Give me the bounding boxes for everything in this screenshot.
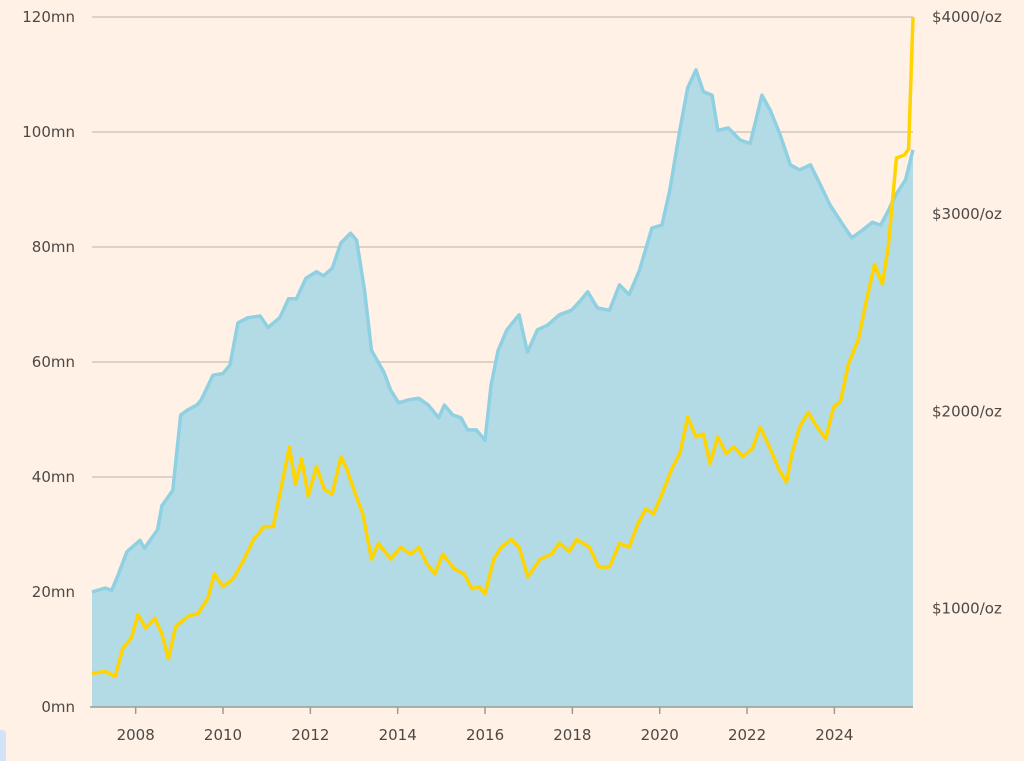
x-tick-label: 2024 (815, 726, 853, 744)
left-tick-label: 40mn (32, 468, 75, 486)
left-tick-label: 20mn (32, 583, 75, 601)
x-tick-label: 2014 (379, 726, 417, 744)
left-tick-label: 80mn (32, 238, 75, 256)
x-tick-label: 2016 (466, 726, 504, 744)
right-tick-label: $1000/oz (932, 599, 1002, 617)
axes: 0mn 20mn 40mn 60mn 80mn 100mn 120mn $1000/oz $20… (22, 8, 1002, 744)
area-series-outline (91, 68, 915, 594)
left-tick-label: 100mn (22, 123, 75, 141)
x-tick-label: 2018 (553, 726, 591, 744)
left-tick-label: 120mn (22, 8, 75, 26)
left-tick-label: 0mn (41, 698, 75, 716)
x-tick-label: 2008 (117, 726, 155, 744)
x-tick-label: 2012 (291, 726, 329, 744)
left-tick-label: 60mn (32, 353, 75, 371)
x-tick-label: 2022 (728, 726, 766, 744)
x-tick-label: 2010 (204, 726, 242, 744)
gold-price-line (91, 16, 915, 679)
corner-decoration (0, 730, 6, 761)
right-tick-label: $3000/oz (932, 205, 1002, 223)
right-tick-label: $2000/oz (932, 402, 1002, 420)
area-series (92, 69, 913, 707)
right-tick-label: $4000/oz (932, 8, 1002, 26)
x-tick-label: 2020 (641, 726, 679, 744)
